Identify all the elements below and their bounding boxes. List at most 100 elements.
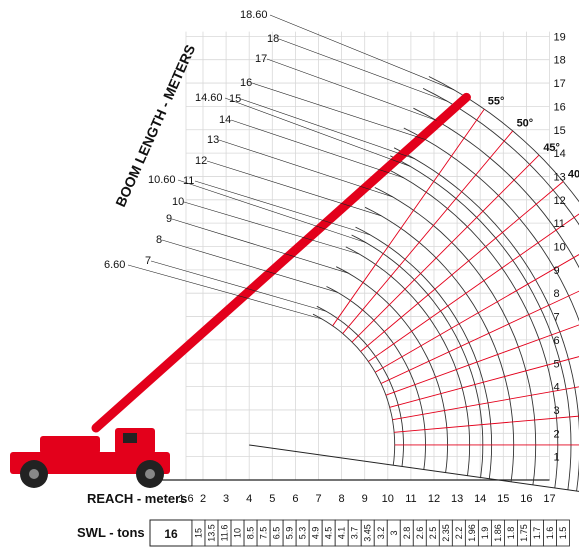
boom-length-label: 14.60 <box>195 92 223 104</box>
boom-length-label: 6.60 <box>104 259 125 271</box>
x-tick-label: 12 <box>428 493 440 505</box>
y-tick-label: 15 <box>554 125 566 137</box>
angle-rays <box>249 108 579 492</box>
boom-length-label: 11 <box>183 175 194 187</box>
y-tick-label: 3 <box>554 405 560 417</box>
y-tick-label: 19 <box>554 31 566 43</box>
y-tick-label: 13 <box>554 171 566 183</box>
swl-cell <box>149 519 193 547</box>
boom <box>91 92 471 433</box>
y-tick-label: 14 <box>554 148 566 160</box>
boom-length-label: 10.60 <box>148 174 176 186</box>
swl-value: 3.2 <box>376 527 386 540</box>
angle-ray <box>360 181 564 352</box>
swl-value: 10 <box>233 528 243 538</box>
swl-value: 2.8 <box>402 527 412 540</box>
y-tick-label: 8 <box>554 288 560 300</box>
angle-ray <box>351 154 540 343</box>
swl-value: 1.6 <box>545 527 555 540</box>
y-tick-label: 2 <box>554 428 560 440</box>
boom-arc <box>390 155 572 490</box>
angle-ray <box>380 290 579 384</box>
boom-arc <box>312 313 396 466</box>
x-tick-label: 17 <box>543 493 555 505</box>
hub <box>145 469 155 479</box>
leader-line <box>278 38 448 102</box>
boom-arc <box>326 286 426 470</box>
angle-ray <box>392 386 579 421</box>
leader-line <box>218 139 393 198</box>
y-tick-label: 4 <box>554 382 560 394</box>
y-tick-label: 7 <box>554 312 560 324</box>
boom-arc <box>355 226 493 479</box>
x-tick-label: 10 <box>382 493 394 505</box>
x-tick-label: 5 <box>269 493 275 505</box>
y-tick-label: 6 <box>554 335 560 347</box>
angle-ray <box>332 108 485 327</box>
boom-arc <box>316 305 404 467</box>
swl-value: 5.9 <box>285 527 295 540</box>
y-tick-label: 17 <box>554 78 566 90</box>
grid <box>150 31 550 481</box>
angle-ray <box>389 356 579 408</box>
swl-value: 1.9 <box>480 527 490 540</box>
boom-arc <box>403 127 579 322</box>
leader-line <box>177 179 367 243</box>
angle-ray <box>374 254 579 373</box>
swl-value: 2.6 <box>415 527 425 540</box>
angle-label: 45° <box>543 142 560 154</box>
boom-length-label: 17 <box>255 53 267 65</box>
leader-line <box>171 218 349 274</box>
boom-length-label: 9 <box>166 213 172 225</box>
y-tick-label: 16 <box>554 101 566 113</box>
swl-value: 1.5 <box>558 527 568 540</box>
x-tick-label: 1.6 <box>178 493 193 505</box>
boom-arc <box>335 266 449 473</box>
swl-value: 1.75 <box>519 524 529 542</box>
boom-length-label: 13 <box>207 134 219 146</box>
boom-arc <box>393 147 579 492</box>
swl-value: 8.5 <box>246 527 256 540</box>
swl-value: 11.6 <box>220 525 230 542</box>
swl-value: 4.9 <box>311 527 321 540</box>
swl-cell <box>556 519 570 547</box>
crane-illustration <box>10 92 471 488</box>
boom-length-label: 12 <box>195 155 207 167</box>
leader-line <box>269 14 455 91</box>
x-tick-label: 16 <box>520 493 532 505</box>
swl-value: 2.2 <box>454 527 464 540</box>
angle-label: 50° <box>517 117 534 129</box>
leader-line <box>194 180 371 236</box>
y-tick-label: 9 <box>554 265 560 277</box>
swl-value: 1.7 <box>532 527 542 540</box>
leader-line <box>230 119 404 179</box>
boom-length-label: 18 <box>267 33 279 45</box>
leader-line <box>206 160 382 217</box>
angle-ray <box>385 324 579 396</box>
swl-value: 7.5 <box>259 527 269 540</box>
leader-line <box>150 260 327 312</box>
swl-value: 13.5 <box>207 524 217 542</box>
leader-line <box>251 82 426 140</box>
x-tick-label: 4 <box>246 493 252 505</box>
angle-ray <box>394 415 579 433</box>
swl-table: 16 15 13.5 11.6 10 8.5 7.5 6.5 5.9 5.3 4.9 4.5 4.1 3.… <box>149 519 570 547</box>
boom-arc <box>351 234 484 478</box>
chart-labels: 0°5°10°15°20°25°30°35°40°45°50°55°123456… <box>104 9 579 505</box>
swl-value: 15 <box>194 528 204 538</box>
angle-ray <box>368 213 579 362</box>
boom-length-label: 8 <box>156 234 162 246</box>
swl-value: 3 <box>389 530 399 535</box>
boom-length-label: 18.60 <box>240 9 268 21</box>
leader-line <box>161 239 338 293</box>
boom-length-label: 16 <box>240 77 252 89</box>
swl-value: 3.45 <box>363 524 373 542</box>
boom-length-label: 7 <box>145 255 151 267</box>
leader-line <box>183 201 360 255</box>
cab-window <box>123 433 137 443</box>
angle-ray <box>342 130 514 334</box>
boom-arc <box>384 167 559 488</box>
swl-value: 1.86 <box>493 524 503 542</box>
swl-value: 2.35 <box>441 524 451 542</box>
x-tick-label: 7 <box>315 493 321 505</box>
